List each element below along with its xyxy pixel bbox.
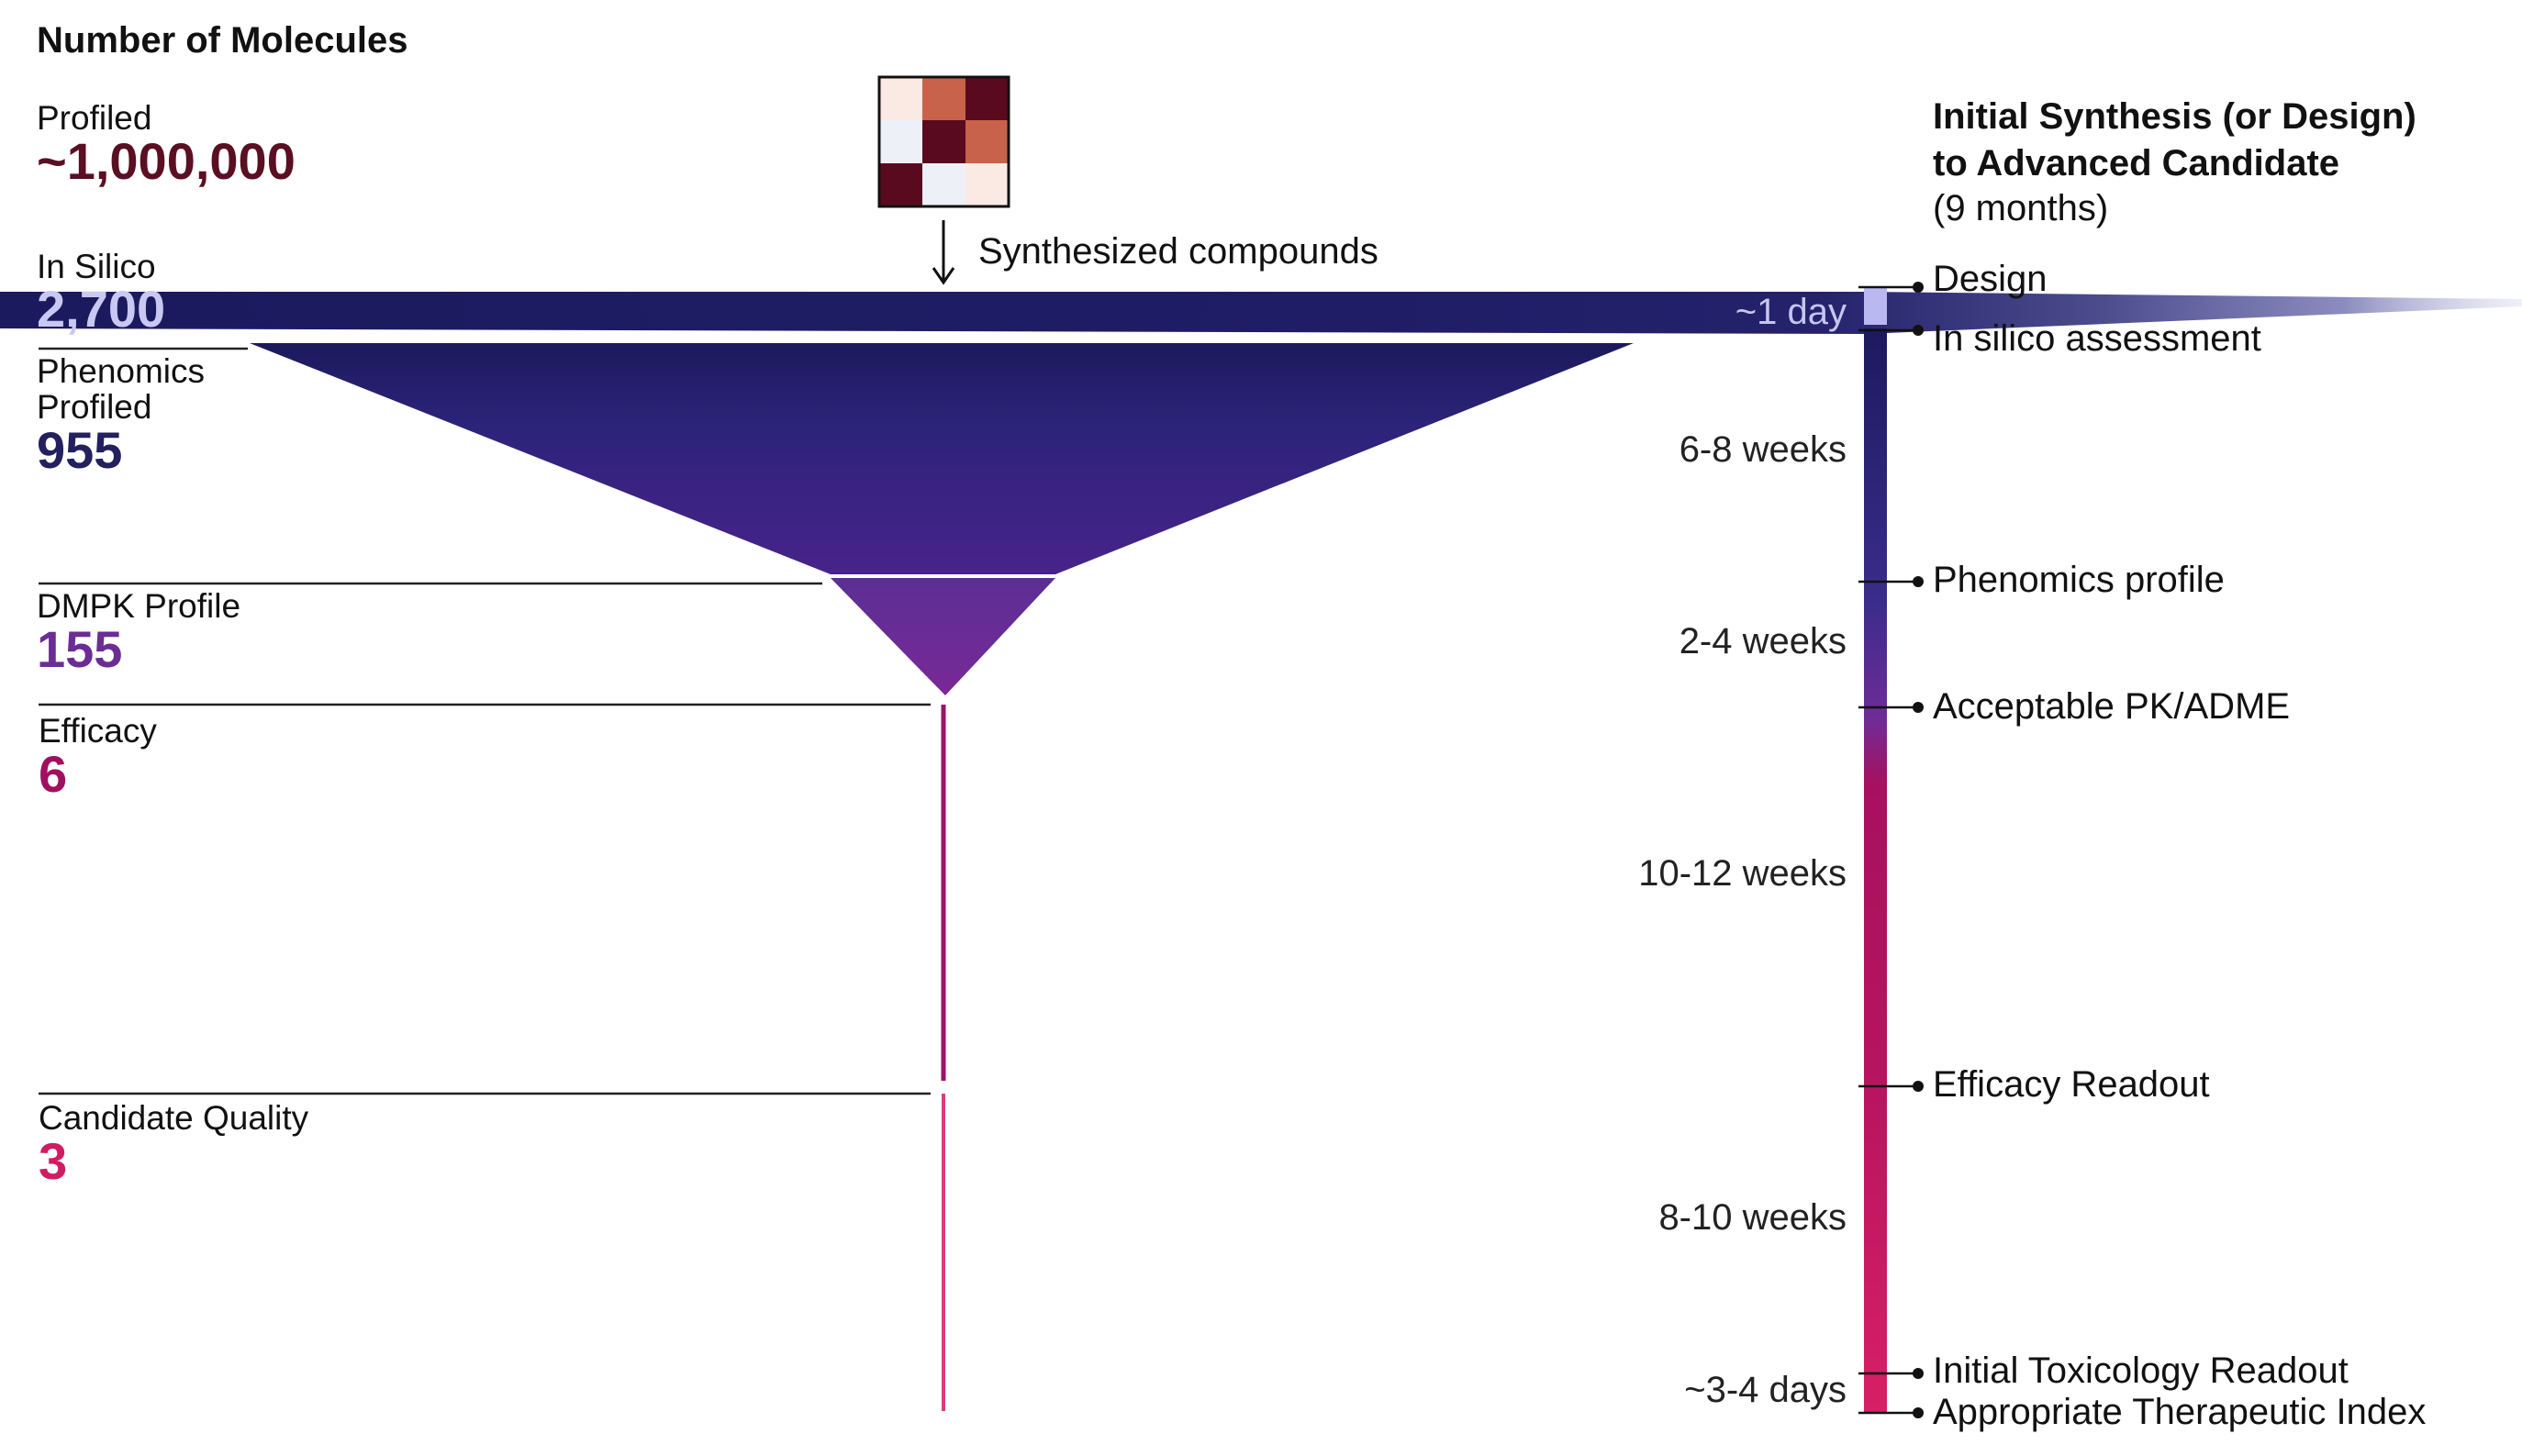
stage-dmpk-count: 155	[37, 620, 123, 678]
heatmap-cell	[879, 77, 922, 120]
stage-candidate-count: 3	[39, 1132, 68, 1190]
stage-phenomics-count: 955	[37, 421, 123, 479]
duration-efficacy: 10-12 weeks	[1638, 853, 1847, 894]
stage-efficacy-count: 6	[39, 745, 68, 803]
milestone-dot	[1913, 576, 1924, 587]
heatmap-frame	[877, 75, 1010, 208]
heatmap-cell	[965, 120, 1009, 163]
down-arrow-icon	[932, 220, 955, 285]
stage-candidate-label: Candidate Quality	[39, 1099, 309, 1137]
dmpk-funnel	[831, 578, 1055, 695]
left-header: Number of Molecules	[37, 20, 408, 61]
milestone-efficacy: Efficacy Readout	[1933, 1064, 2210, 1105]
duration-design: ~1 day	[1735, 292, 1847, 332]
milestone-therapeutic-index: Appropriate Therapeutic Index	[1933, 1392, 2427, 1432]
milestone-design: Design	[1933, 259, 2048, 299]
duration-pk: 2-4 weeks	[1679, 621, 1847, 661]
stage-phenomics-label: Phenomics Profiled	[37, 352, 206, 426]
right-header-line2: to Advanced Candidate	[1933, 143, 2340, 183]
synthesized-compounds-label: Synthesized compounds	[978, 231, 1378, 272]
heatmap-cell	[922, 120, 965, 163]
right-header-line1: Initial Synthesis (or Design)	[1933, 96, 2416, 137]
duration-toxicology: 8-10 weeks	[1658, 1197, 1847, 1238]
duration-phenomics: 6-8 weeks	[1679, 429, 1847, 470]
milestone-dot	[1913, 1368, 1924, 1379]
stage-efficacy-label: Efficacy	[39, 712, 157, 750]
timeline-bar	[1864, 328, 1887, 1413]
duration-therapeutic: ~3-4 days	[1684, 1370, 1847, 1410]
heatmap-cell	[965, 163, 1009, 206]
stage-profiled-label: Profiled	[37, 99, 152, 137]
milestone-dot	[1913, 1081, 1924, 1092]
milestone-ticks	[1858, 282, 1924, 1418]
heatmap-cell	[922, 163, 965, 206]
milestone-dot	[1913, 702, 1924, 713]
milestone-dot	[1913, 282, 1924, 293]
timeline-bar-design-segment	[1864, 288, 1887, 325]
milestone-toxicology: Initial Toxicology Readout	[1933, 1350, 2349, 1391]
stage-dmpk-label: DMPK Profile	[37, 587, 241, 625]
milestone-dot	[1913, 325, 1924, 336]
in-silico-band	[0, 292, 2522, 334]
heatmap-cell	[879, 163, 922, 206]
heatmap-icon	[877, 75, 1010, 208]
milestone-pk-adme: Acceptable PK/ADME	[1933, 686, 2291, 727]
stage-in-silico-label: In Silico	[37, 248, 156, 285]
stage-profiled-count: ~1,000,000	[37, 132, 296, 190]
milestone-dot	[1913, 1407, 1924, 1418]
right-header-sub: (9 months)	[1933, 188, 2109, 228]
heatmap-cell	[922, 77, 965, 120]
heatmap-cell	[879, 120, 922, 163]
stage-in-silico-count: 2,700	[37, 280, 166, 338]
heatmap-cell	[965, 77, 1009, 120]
phenomics-funnel	[250, 343, 1634, 574]
milestone-phenomics: Phenomics profile	[1933, 560, 2225, 600]
milestone-in-silico: In silico assessment	[1933, 318, 2261, 359]
